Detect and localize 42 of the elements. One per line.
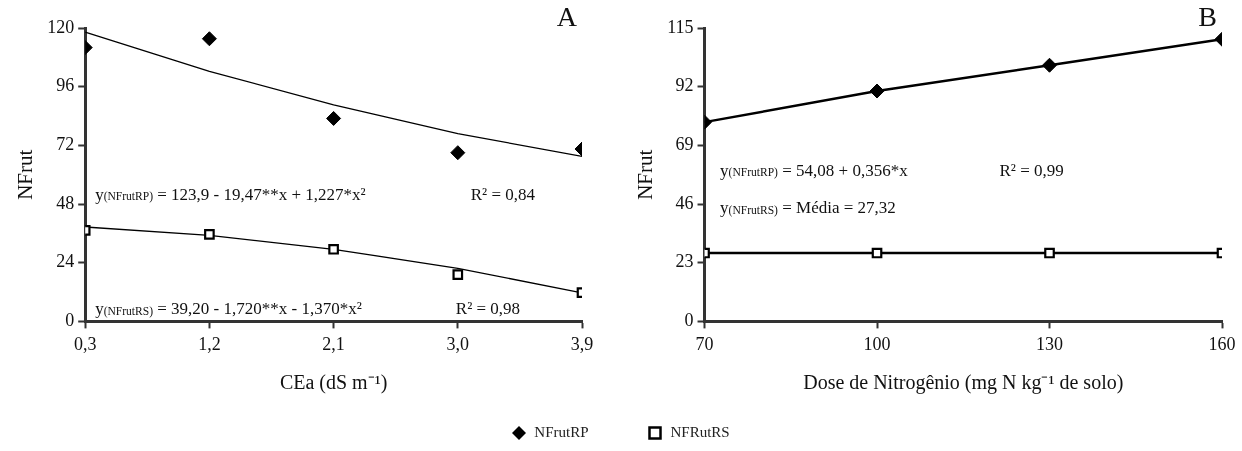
y-tick-label: 96 [56, 75, 75, 96]
chart-title: A [556, 1, 578, 32]
y-tick-label: 0 [65, 310, 75, 331]
x-tick-label: 3,0 [446, 333, 470, 354]
point [201, 31, 217, 47]
y-tick-label: 48 [56, 192, 75, 213]
y-tick-label: 23 [675, 251, 694, 272]
annotation: y(NFrutRS) = 39,20 - 1,720**x - 1,370*x² [95, 298, 362, 318]
point [452, 269, 464, 281]
y-tick-label: 0 [684, 310, 694, 331]
x-tick-label: 160 [1208, 333, 1236, 354]
y-axis-title: NFrut [13, 149, 38, 200]
annotation: R² = 0,84 [470, 184, 536, 204]
y-tick-label: 72 [56, 134, 75, 155]
chart-title: B [1198, 1, 1217, 32]
x-tick-label: 1,2 [198, 333, 221, 354]
annotation: y(NFrutRP) = 123,9 - 19,47**x + 1,227*x² [95, 184, 366, 204]
annotation: R² = 0,99 [999, 160, 1064, 180]
y-tick-label: 120 [47, 16, 75, 37]
y-axis-title: NFrut [633, 149, 658, 200]
x-axis-title: CEa (dS m⁻¹) [279, 371, 388, 395]
legend-label: NFrutRP [534, 424, 589, 441]
annotation: y(NFrutRP) = 54,08 + 0,356*x [720, 160, 909, 180]
x-tick-label: 3,9 [570, 333, 594, 354]
x-tick-label: 100 [863, 333, 891, 354]
y-tick-label: 24 [56, 251, 75, 272]
y-tick-label: 46 [675, 192, 694, 213]
point [328, 243, 339, 255]
x-tick-label: 130 [1036, 333, 1064, 354]
annotation: R² = 0,98 [455, 298, 521, 318]
point [204, 229, 215, 240]
x-tick-label: 0,3 [73, 333, 97, 354]
x-tick-label: 2,1 [322, 333, 345, 354]
point [450, 145, 466, 161]
y-tick-label: 92 [675, 75, 694, 96]
x-axis-title: Dose de Nitrogênio (mg N kg⁻¹ de solo) [803, 371, 1124, 395]
y-tick-label: 115 [667, 16, 694, 37]
annotation: y(NFrutRS) = Média = 27,32 [720, 198, 896, 218]
y-tick-label: 69 [675, 134, 694, 155]
legend-label: NFRutRS [670, 424, 730, 441]
x-tick-label: 70 [695, 333, 714, 354]
point [326, 110, 342, 126]
